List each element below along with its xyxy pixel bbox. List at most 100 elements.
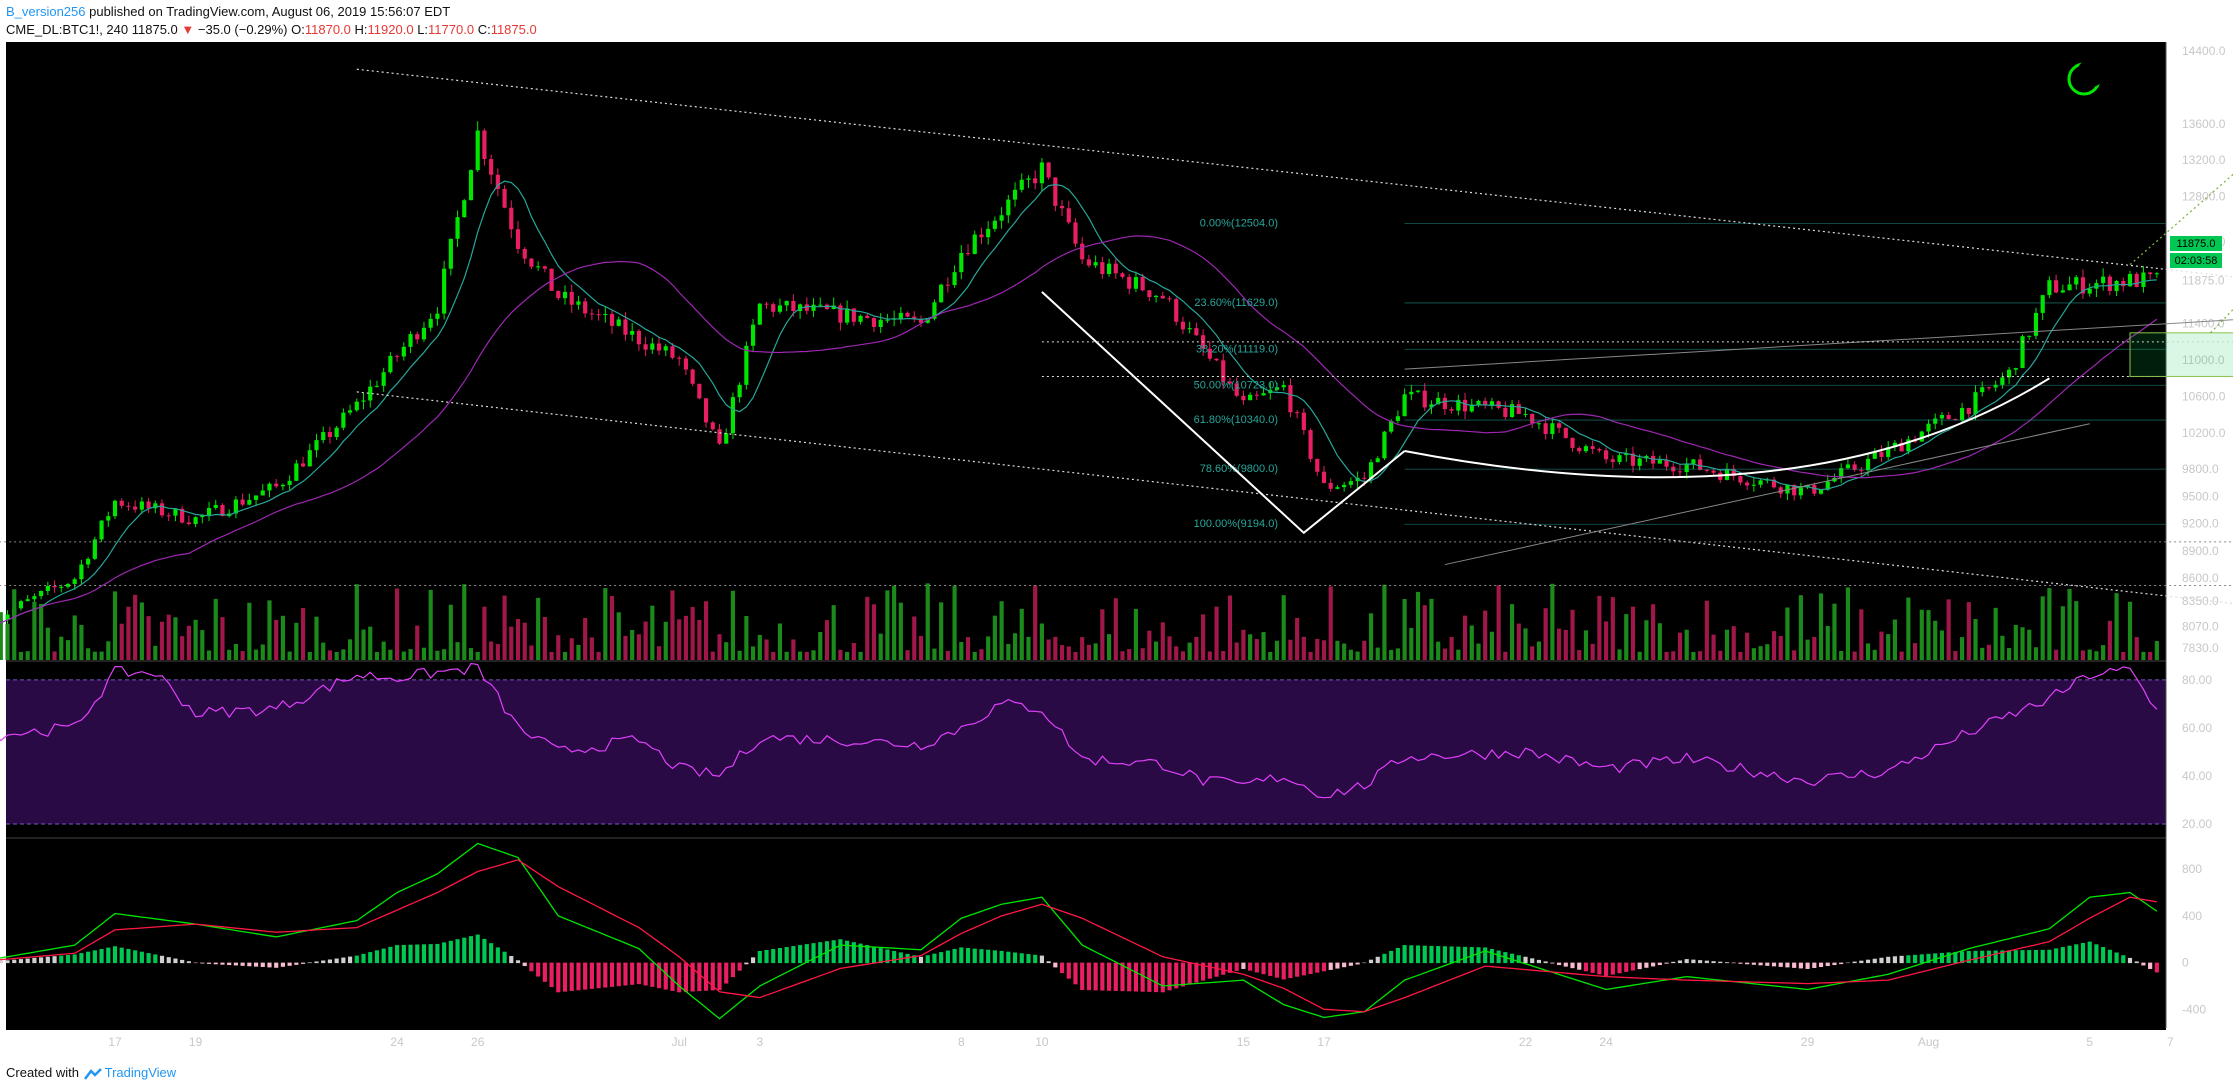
macd-histogram-bar <box>334 958 339 964</box>
macd-histogram-bar <box>1268 962 1273 976</box>
volume-bar <box>1684 629 1689 660</box>
candle <box>1106 263 1112 275</box>
volume-bar <box>321 642 326 660</box>
candle <box>408 334 413 347</box>
price-pane[interactable]: 0.00%(12504.0) 23.60%(11629.0) 38.20%(1111… <box>0 121 2166 660</box>
macd-histogram-bar <box>1523 956 1528 964</box>
candle <box>515 229 521 249</box>
candle <box>2087 288 2092 294</box>
candle <box>32 596 37 600</box>
volume-bar <box>1865 643 1871 660</box>
macd-histogram-bar <box>1006 951 1011 964</box>
volume-bar <box>233 643 238 660</box>
volume-bar <box>1711 634 1716 660</box>
candle <box>1442 397 1447 410</box>
candle <box>1214 358 1219 361</box>
volume-bar <box>549 652 554 660</box>
candle <box>1503 407 1508 417</box>
macd-histogram-bar <box>959 947 964 964</box>
macd-histogram-bar <box>321 960 326 964</box>
drawings[interactable] <box>0 68 2233 628</box>
candle <box>1570 437 1575 448</box>
volume-bar <box>2054 649 2059 660</box>
candle <box>193 517 198 525</box>
macd-histogram-bar <box>1785 962 1790 968</box>
candle <box>65 583 71 587</box>
macd-histogram-bar <box>2054 948 2059 964</box>
author-link[interactable]: B_version256 <box>6 4 86 19</box>
macd-histogram-bar <box>1557 962 1562 966</box>
candle <box>918 318 924 323</box>
macd-histogram-bar <box>1637 962 1642 970</box>
volume-bar <box>1939 630 1945 660</box>
candle <box>1288 385 1293 413</box>
macd-histogram-bar <box>448 940 453 964</box>
macd-histogram-bar <box>1483 947 1488 964</box>
volume-bar <box>798 651 803 660</box>
high-label: H: <box>354 22 368 37</box>
fib-level-label: 38.20%(11119.0) <box>1196 343 1278 355</box>
volume-bar <box>287 651 292 660</box>
macd-histogram-bar <box>1221 962 1226 975</box>
macd-histogram-bar <box>845 940 850 964</box>
macd-histogram-bar <box>724 962 729 984</box>
macd-histogram-bar <box>126 948 131 964</box>
macd-histogram-bar <box>798 945 803 964</box>
time-tick-label: 29 <box>1801 1035 1815 1049</box>
macd-histogram-bar <box>979 949 984 964</box>
volume-bar <box>1100 609 1105 660</box>
macd-histogram-bar <box>1644 962 1649 968</box>
volume-bar <box>751 646 756 660</box>
rsi-pane[interactable] <box>0 662 2166 825</box>
price-tick-label: 8350.0 <box>2182 594 2219 608</box>
candle <box>79 564 84 580</box>
macd-histogram-bar <box>1295 962 1300 977</box>
volume-bar <box>724 642 729 660</box>
candle <box>596 314 601 316</box>
candle <box>2067 284 2072 291</box>
macd-histogram-bar <box>1046 961 1051 964</box>
volume-bar <box>2121 651 2126 660</box>
volume-bar <box>1973 619 1978 660</box>
volume-bar <box>1966 602 1971 660</box>
macd-histogram-bar <box>643 962 648 986</box>
macd-histogram-bar <box>1684 959 1689 964</box>
macd-histogram-bar <box>1664 962 1669 964</box>
volume-bar <box>1852 651 1857 660</box>
candle <box>1657 459 1662 464</box>
volume-bar <box>1543 608 1548 660</box>
candle <box>1536 423 1542 425</box>
macd-histogram-bar <box>1577 962 1582 970</box>
macd-histogram-bar <box>858 943 863 964</box>
candle <box>153 503 158 509</box>
tradingview-link[interactable]: TradingView <box>104 1065 177 1080</box>
fib-level-label: 50.00%(10723.0) <box>1194 379 1278 391</box>
macd-histogram-bar <box>1086 962 1091 991</box>
macd-histogram-bar <box>39 957 44 964</box>
ma-slow-line <box>0 235 2158 624</box>
candle <box>462 200 467 218</box>
macd-histogram-bar <box>1691 959 1696 964</box>
volume-bar <box>1422 605 1427 660</box>
candle <box>18 601 24 609</box>
candle <box>616 319 621 326</box>
candle <box>2148 272 2153 275</box>
candle <box>1429 404 1434 408</box>
macd-histogram-bar <box>1026 954 1031 964</box>
candle <box>126 505 131 507</box>
time-tick-label: 10 <box>1035 1035 1049 1049</box>
macd-histogram-bar <box>549 962 554 988</box>
volume-bar <box>1315 638 1320 660</box>
projection-arrow <box>2129 173 2233 266</box>
ma-fast-line <box>0 180 2157 624</box>
published-text: published on TradingView.com, August 06,… <box>85 4 451 19</box>
volume-bar <box>851 643 856 660</box>
volume-bar <box>1832 603 1837 660</box>
volume-bar <box>86 648 91 660</box>
candle <box>173 508 178 516</box>
candle <box>1187 328 1192 330</box>
macd-histogram-bar <box>1254 962 1259 973</box>
macd-histogram-bar <box>1711 961 1716 964</box>
macd-pane[interactable] <box>0 842 2159 1020</box>
